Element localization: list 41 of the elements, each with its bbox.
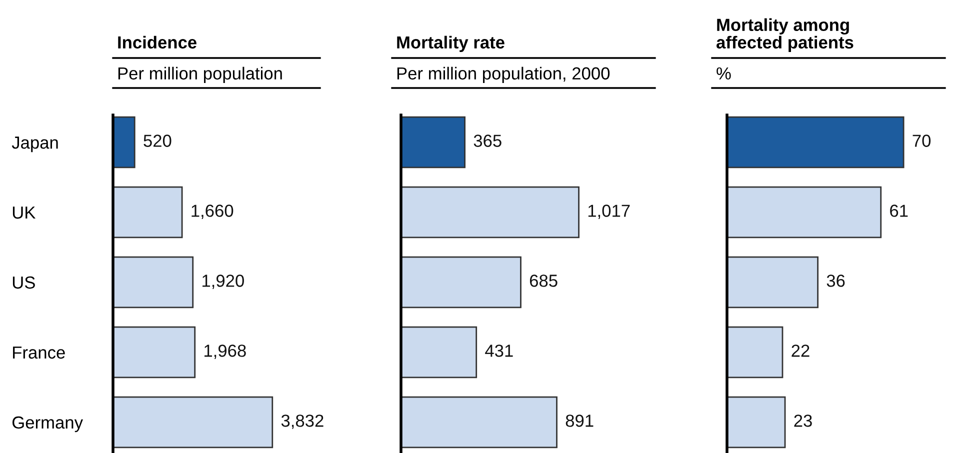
bar — [113, 186, 183, 238]
data-label: 23 — [794, 414, 812, 427]
data-label: 3,832 — [281, 414, 324, 429]
data-label: 431 — [485, 344, 513, 357]
bar — [113, 116, 136, 168]
y-tick-label: France — [13, 346, 65, 359]
chart-subtitle: Per million population — [118, 66, 282, 83]
bar — [401, 116, 466, 168]
data-label: 891 — [566, 414, 594, 427]
data-label: 1,968 — [204, 344, 246, 359]
chart-title: Incidence — [118, 36, 196, 49]
y-tick-label: US — [12, 276, 35, 289]
data-label: 1,660 — [192, 204, 234, 219]
data-label: 685 — [530, 274, 558, 287]
y-tick-label: UK — [12, 206, 36, 219]
data-label: 1,017 — [588, 204, 630, 219]
data-label: 61 — [890, 204, 908, 217]
bar — [727, 116, 904, 168]
bar — [727, 186, 882, 238]
data-label: 70 — [912, 134, 931, 147]
data-label: 22 — [792, 344, 810, 357]
y-tick-label: Germany — [12, 416, 83, 432]
bar — [113, 396, 274, 448]
y-tick-label: Japan — [12, 136, 58, 152]
data-label: 365 — [474, 134, 502, 147]
chart-subtitle: % — [716, 67, 731, 80]
bar — [727, 396, 786, 448]
bar — [401, 256, 522, 308]
bar — [727, 326, 784, 378]
chart-subtitle: Per million population, 2000 — [397, 66, 610, 83]
chart-title: Mortality rate — [397, 36, 504, 52]
bar — [401, 396, 558, 448]
bar — [401, 186, 580, 238]
bar — [727, 256, 819, 308]
data-label: 1,920 — [202, 274, 244, 289]
bar — [113, 256, 194, 308]
data-label: 36 — [826, 274, 845, 287]
bar — [113, 326, 196, 378]
chart-title: Mortality among affected patients — [716, 18, 854, 52]
data-label: 520 — [144, 134, 172, 147]
bar — [401, 326, 478, 378]
